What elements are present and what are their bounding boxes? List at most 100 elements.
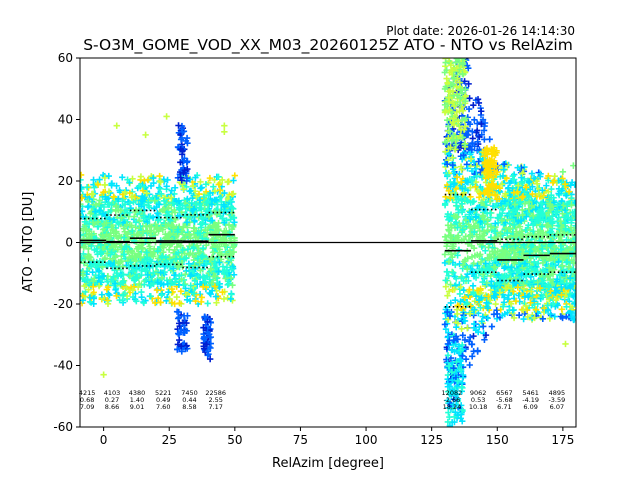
bin-std-label: 10.18 — [469, 403, 488, 411]
scatter-point — [175, 197, 183, 205]
scatter-point — [119, 174, 126, 181]
scatter-point — [195, 249, 202, 257]
scatter-point — [137, 173, 145, 180]
scatter-point — [154, 295, 162, 302]
scatter-point — [152, 221, 159, 228]
scatter-point — [112, 252, 119, 260]
scatter-point — [163, 183, 170, 190]
scatter-point — [144, 271, 151, 279]
scatter-point — [95, 282, 103, 290]
scatter-point — [223, 227, 230, 235]
scatter-point — [177, 288, 185, 295]
scatter-point — [191, 188, 199, 195]
scatter-point — [190, 228, 198, 235]
scatter-point — [180, 185, 187, 193]
scatter-point — [141, 256, 149, 263]
scatter-point — [213, 264, 221, 271]
scatter-point — [100, 189, 107, 196]
scatter-point — [144, 176, 152, 184]
scatter-point — [209, 235, 217, 243]
scatter-point — [198, 294, 205, 301]
scatter-point — [185, 230, 193, 238]
scatter-point — [224, 294, 231, 302]
scatter-point — [183, 296, 191, 304]
scatter-point — [230, 248, 237, 256]
scatter-point — [153, 225, 160, 233]
scatter-point — [132, 193, 140, 200]
scatter-point — [162, 233, 170, 241]
scatter-point — [88, 231, 96, 239]
scatter-point — [164, 212, 171, 219]
scatter-point — [105, 188, 113, 195]
bin-std-label: 8.58 — [182, 403, 196, 411]
scatter-point — [207, 265, 214, 273]
scatter-point — [452, 296, 459, 304]
bin-std-label: 6.09 — [523, 403, 537, 411]
scatter-point — [219, 215, 226, 222]
scatter-point — [209, 249, 217, 256]
bin-std-label: 7.17 — [208, 403, 222, 411]
scatter-point — [167, 217, 174, 225]
scatter-point — [216, 186, 224, 194]
scatter-point — [157, 224, 165, 231]
scatter-point — [186, 176, 194, 183]
scatter-point — [139, 245, 146, 252]
scatter-point — [207, 290, 214, 298]
scatter-point — [142, 265, 149, 272]
scatter-point — [168, 194, 175, 201]
scatter-point — [104, 300, 112, 307]
scatter-point — [133, 245, 141, 252]
scatter-point — [227, 198, 234, 205]
scatter-point — [91, 184, 98, 191]
scatter-point — [195, 272, 202, 280]
scatter-point — [231, 219, 238, 226]
scatter-point — [93, 245, 100, 253]
scatter-point — [80, 213, 87, 220]
x-tick-label: 125 — [420, 433, 443, 447]
scatter-point — [113, 292, 120, 300]
scatter-point — [196, 230, 204, 237]
scatter-point — [228, 291, 235, 298]
scatter-point — [83, 271, 90, 278]
scatter-point — [199, 283, 207, 291]
scatter-point — [187, 282, 194, 289]
scatter-point — [104, 223, 111, 231]
scatter-point — [96, 176, 103, 183]
scatter-point — [111, 280, 119, 287]
scatter-point — [186, 297, 194, 305]
scatter-point — [98, 291, 106, 298]
scatter-point — [187, 250, 194, 257]
scatter-point — [229, 205, 237, 213]
scatter-point — [105, 233, 113, 240]
scatter-point — [110, 193, 117, 200]
scatter-point — [219, 263, 227, 270]
scatter-point — [146, 215, 153, 222]
scatter-point — [183, 219, 191, 226]
scatter-point — [506, 179, 514, 187]
scatter-point — [90, 176, 97, 184]
scatter-point — [146, 263, 153, 270]
scatter-point — [80, 244, 87, 251]
x-tick-label: 50 — [227, 433, 242, 447]
scatter-point — [215, 268, 222, 275]
scatter-point — [99, 210, 107, 218]
scatter-point — [105, 172, 112, 180]
scatter-point — [158, 291, 165, 299]
scatter-point — [141, 177, 148, 184]
y-tick-label: 20 — [58, 174, 73, 188]
scatter-point — [130, 283, 138, 290]
scatter-point — [99, 232, 106, 239]
scatter-point — [132, 219, 140, 226]
scatter-point — [146, 245, 154, 253]
scatter-point — [114, 195, 122, 203]
scatter-point — [199, 214, 206, 222]
scatter-point — [170, 265, 177, 272]
scatter-point — [182, 205, 190, 212]
scatter-point — [165, 246, 173, 253]
scatter-point — [92, 208, 99, 215]
scatter-point — [162, 253, 170, 261]
scatter-point — [81, 193, 89, 201]
scatter-point — [202, 259, 210, 266]
y-tick-label: -40 — [53, 359, 73, 373]
scatter-point — [103, 195, 110, 203]
